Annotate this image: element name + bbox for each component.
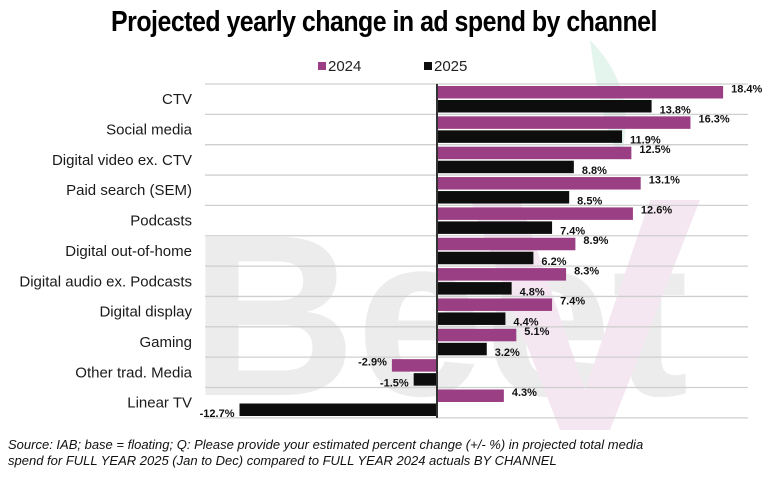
value-label-2025: 3.2%: [495, 347, 520, 359]
value-label-2025: 13.8%: [660, 104, 691, 116]
bar-2025: [437, 160, 574, 174]
bar-2024: [391, 359, 437, 372]
bar-2025: [239, 403, 437, 416]
bar-2024: [437, 116, 691, 129]
chart-title: Projected yearly change in ad spend by c…: [111, 6, 657, 38]
value-label-2024: 13.1%: [649, 174, 680, 186]
bar-2024: [437, 237, 576, 251]
legend-swatch-2024: [318, 62, 326, 70]
category-label: CTV: [162, 91, 192, 108]
footnote-line-2: spend for FULL YEAR 2025 (Jan to Dec) co…: [8, 453, 557, 468]
value-label-2025: 8.5%: [577, 195, 602, 207]
bar-2024: [437, 146, 632, 160]
bar-2024: [437, 177, 641, 190]
value-label-2024: -2.9%: [358, 356, 387, 368]
legend: 2024 2025: [318, 58, 467, 75]
bar-2024: [437, 86, 724, 99]
value-label-2025: 11.9%: [630, 135, 661, 147]
category-labels: CTV Social media Digital video ex. CTV Paid…: [19, 91, 193, 412]
value-label-2024: 8.3%: [574, 265, 599, 277]
bar-2025: [437, 130, 623, 143]
bar-2024: [437, 389, 504, 402]
legend-label-2025: 2025: [434, 58, 467, 75]
bar-2025: [437, 312, 506, 325]
category-label: Other trad. Media: [75, 364, 192, 381]
value-label-2025: 4.4%: [513, 317, 538, 329]
value-label-2024: 7.4%: [560, 296, 585, 308]
value-label-2025: -12.7%: [200, 408, 235, 420]
value-label-2024: 18.4%: [731, 83, 762, 95]
bar-2025: [437, 251, 534, 265]
bar-2025: [437, 282, 512, 295]
category-label: Podcasts: [130, 213, 192, 230]
bar-2025: [413, 373, 437, 386]
value-label-2025: 8.8%: [582, 165, 607, 177]
bar-2025: [437, 191, 570, 204]
category-label: Digital audio ex. Podcasts: [19, 273, 192, 290]
bars: [239, 86, 724, 416]
value-label-2025: 4.8%: [520, 286, 545, 298]
footnote: Source: IAB; base = floating; Q: Please …: [8, 437, 760, 469]
legend-label-2024: 2024: [328, 58, 361, 75]
category-label: Digital display: [99, 304, 192, 321]
category-label: Linear TV: [127, 395, 192, 412]
category-label: Social media: [106, 122, 193, 139]
value-label-2024: 4.3%: [512, 387, 537, 399]
bar-2024: [437, 328, 517, 342]
value-labels: 18.4% 13.8% 16.3% 11.9%12.5% 8.8% 13.1% 8.5% 12…: [200, 83, 763, 420]
legend-swatch-2025: [424, 62, 432, 70]
bar-2025: [437, 342, 487, 356]
bar-2025: [437, 221, 553, 234]
category-label: Paid search (SEM): [66, 182, 192, 199]
bar-2024: [437, 298, 553, 311]
footnote-line-1: Source: IAB; base = floating; Q: Please …: [8, 437, 644, 452]
value-label-2024: 16.3%: [698, 114, 729, 126]
bar-2024: [437, 268, 567, 281]
value-label-2025: 6.2%: [541, 256, 566, 268]
value-label-2024: 12.6%: [641, 205, 672, 217]
category-label: Digital video ex. CTV: [52, 152, 192, 169]
value-label-2024: 8.9%: [583, 235, 608, 247]
bar-2025: [437, 100, 652, 113]
bar-2024: [437, 207, 633, 220]
value-label-2025: -1.5%: [380, 377, 409, 389]
gridlines: [205, 83, 748, 419]
category-label: Digital out-of-home: [65, 243, 192, 260]
category-label: Gaming: [139, 334, 192, 351]
value-label-2024: 12.5%: [639, 144, 670, 156]
value-label-2024: 5.1%: [524, 326, 549, 338]
value-label-2025: 7.4%: [560, 226, 585, 238]
